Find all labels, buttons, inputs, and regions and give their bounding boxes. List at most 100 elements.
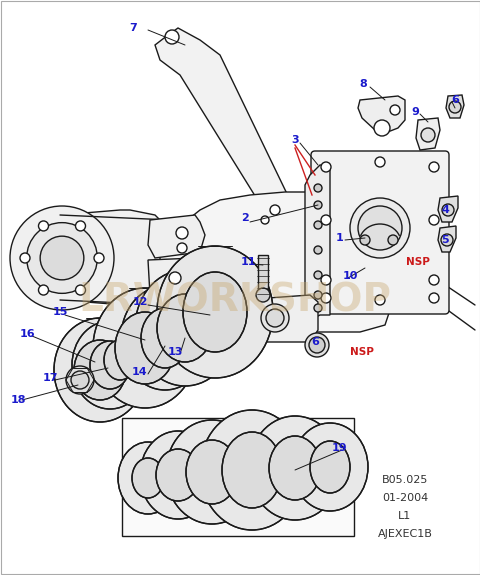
Circle shape (440, 234, 452, 246)
Circle shape (349, 198, 409, 258)
Circle shape (373, 120, 389, 136)
Circle shape (320, 162, 330, 172)
Ellipse shape (54, 318, 146, 422)
Polygon shape (415, 118, 439, 150)
Circle shape (359, 235, 369, 245)
Circle shape (313, 246, 321, 254)
Circle shape (448, 101, 460, 113)
Ellipse shape (140, 431, 216, 519)
Polygon shape (445, 95, 463, 118)
Text: 7: 7 (129, 23, 137, 33)
Ellipse shape (186, 440, 238, 504)
Circle shape (320, 275, 330, 285)
Circle shape (441, 204, 453, 216)
Ellipse shape (156, 246, 273, 378)
Polygon shape (148, 258, 198, 295)
Ellipse shape (200, 410, 303, 530)
Text: 6: 6 (311, 337, 318, 347)
Text: 5: 5 (440, 235, 448, 245)
Circle shape (168, 272, 180, 284)
Polygon shape (437, 196, 457, 222)
Circle shape (26, 223, 97, 293)
Circle shape (75, 221, 85, 231)
Circle shape (374, 295, 384, 305)
Ellipse shape (93, 288, 197, 408)
Ellipse shape (132, 458, 164, 498)
Ellipse shape (141, 308, 189, 368)
Polygon shape (148, 215, 204, 258)
Circle shape (176, 227, 188, 239)
Text: L1: L1 (397, 511, 411, 521)
Text: 18: 18 (10, 395, 26, 405)
Ellipse shape (115, 312, 175, 384)
Text: 13: 13 (167, 347, 182, 357)
Text: 3: 3 (290, 135, 298, 145)
Ellipse shape (135, 270, 235, 386)
Text: 11: 11 (240, 257, 255, 267)
Text: LRWORKSHOP: LRWORKSHOP (78, 281, 391, 319)
Ellipse shape (268, 436, 320, 500)
Circle shape (313, 201, 321, 209)
Text: 2: 2 (240, 213, 248, 223)
Circle shape (320, 215, 330, 225)
Polygon shape (60, 210, 180, 305)
Text: 19: 19 (332, 443, 347, 453)
Text: 16: 16 (20, 329, 36, 339)
Circle shape (66, 366, 94, 394)
Circle shape (165, 30, 179, 44)
Circle shape (261, 304, 288, 332)
Circle shape (10, 206, 114, 310)
Text: 12: 12 (132, 297, 147, 307)
Circle shape (313, 291, 321, 299)
Circle shape (308, 337, 324, 353)
Circle shape (313, 184, 321, 192)
Circle shape (265, 309, 283, 327)
Ellipse shape (291, 423, 367, 511)
Circle shape (320, 293, 330, 303)
Circle shape (313, 271, 321, 279)
Ellipse shape (90, 324, 150, 396)
Circle shape (177, 243, 187, 253)
FancyBboxPatch shape (311, 151, 448, 314)
Ellipse shape (104, 340, 136, 380)
Text: 9: 9 (410, 107, 418, 117)
Text: 17: 17 (42, 373, 58, 383)
Bar (122, 418, 353, 536)
Circle shape (75, 285, 85, 295)
Circle shape (304, 333, 328, 357)
Circle shape (71, 371, 89, 389)
Text: 15: 15 (52, 307, 68, 317)
Text: 01-2004: 01-2004 (381, 493, 427, 503)
Circle shape (357, 206, 401, 250)
Circle shape (40, 236, 84, 280)
Circle shape (389, 105, 399, 115)
Ellipse shape (166, 420, 257, 524)
Circle shape (38, 221, 48, 231)
Ellipse shape (156, 294, 213, 362)
Polygon shape (304, 165, 329, 320)
Text: 10: 10 (342, 271, 357, 281)
Circle shape (255, 288, 269, 302)
Ellipse shape (182, 272, 247, 352)
Ellipse shape (249, 416, 340, 520)
Ellipse shape (90, 341, 130, 389)
Polygon shape (155, 28, 294, 228)
Text: AJEXEC1B: AJEXEC1B (377, 529, 432, 539)
Circle shape (428, 215, 438, 225)
Ellipse shape (121, 286, 209, 390)
Circle shape (269, 205, 279, 215)
Polygon shape (357, 96, 404, 135)
Ellipse shape (118, 442, 178, 514)
Ellipse shape (72, 321, 148, 409)
Circle shape (313, 304, 321, 312)
Text: 8: 8 (359, 79, 366, 89)
Circle shape (374, 157, 384, 167)
Polygon shape (160, 192, 389, 332)
Text: B05.025: B05.025 (381, 475, 427, 485)
Polygon shape (437, 226, 455, 252)
Circle shape (428, 162, 438, 172)
Text: 6: 6 (450, 95, 458, 105)
Circle shape (420, 128, 434, 142)
Text: 14: 14 (132, 367, 147, 377)
Circle shape (38, 285, 48, 295)
